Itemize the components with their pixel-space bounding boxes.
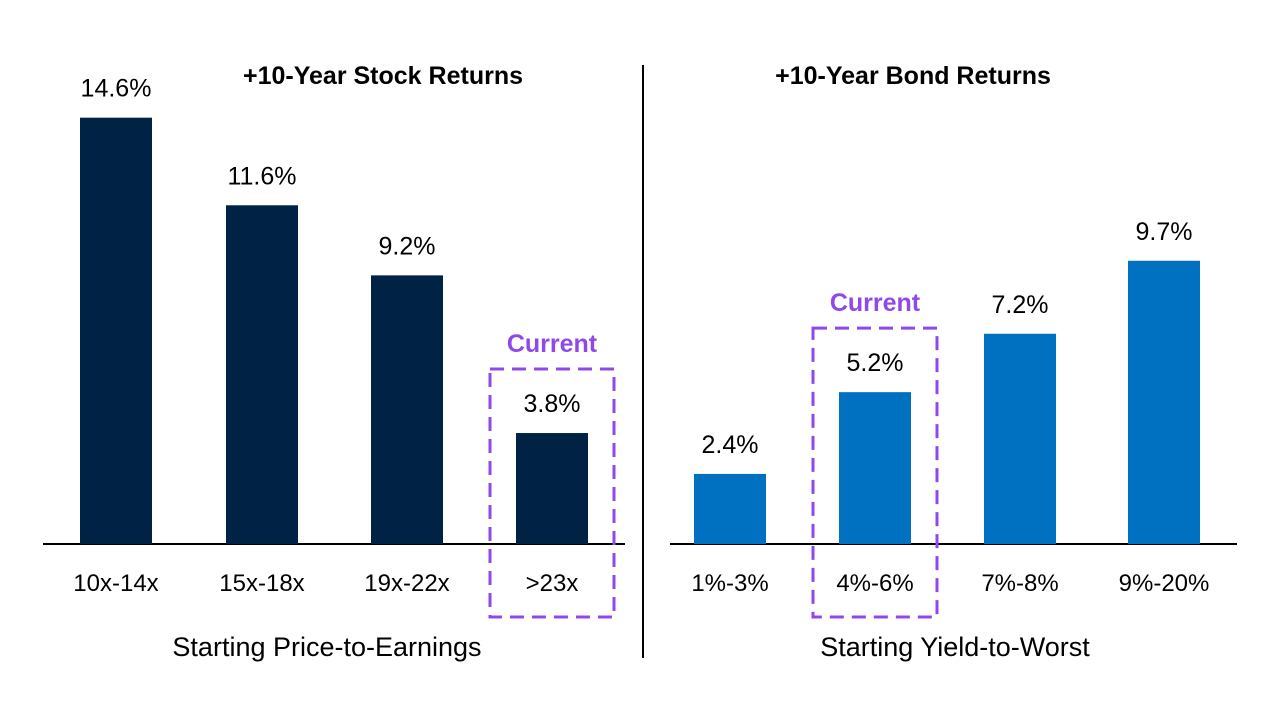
bond-chart-plot: 2.4% 1%-3% 5.2% 4%-6% Current 7.2% 7%-8% 9.7% 9%… [691,218,1210,619]
stock-tick-label-1: 10x-14x [73,570,158,597]
stock-current-highlight-box [488,367,616,619]
stock-tick-label-2: 15x-18x [219,570,304,597]
bond-data-label-4: 9.7% [1136,218,1193,246]
bond-tick-label-4: 9%-20% [1119,570,1210,597]
stock-chart-title: +10-Year Stock Returns [243,62,523,90]
stock-data-label-1: 14.6% [81,75,152,103]
stock-tick-label-3: 19x-22x [364,570,449,597]
bond-chart-title: +10-Year Bond Returns [775,62,1051,90]
bond-tick-label-2: 4%-6% [836,570,913,597]
bond-bar-2 [839,392,911,544]
bond-data-label-3: 7.2% [992,291,1049,319]
bond-tick-label-3: 7%-8% [981,570,1058,597]
bond-current-label: Current [830,289,921,317]
bond-bar-1 [694,473,766,544]
stock-chart-xlabel: Starting Price-to-Earnings [172,632,481,662]
bond-chart-xlabel: Starting Yield-to-Worst [820,632,1090,662]
stock-data-label-4: 3.8% [524,390,581,418]
bond-current-highlight-box [811,326,939,619]
stock-bar-1 [80,117,152,545]
bond-data-label-2: 5.2% [847,349,904,377]
bond-bar-3 [984,333,1056,544]
stock-tick-label-4: >23x [526,570,579,597]
stock-data-label-2: 11.6% [227,162,296,190]
stock-data-label-3: 9.2% [379,232,436,260]
bond-data-label-1: 2.4% [702,431,759,459]
stock-bar-2 [226,205,298,544]
stock-chart-plot: 14.6% 10x-14x 11.6% 15x-18x 9.2% 19x-22x 3.8% >… [73,75,616,619]
stock-current-label: Current [507,330,598,358]
stock-bar-3 [371,275,443,544]
bond-bar-4 [1128,260,1200,544]
stock-bar-4 [516,433,588,544]
bond-tick-label-1: 1%-3% [691,570,768,597]
